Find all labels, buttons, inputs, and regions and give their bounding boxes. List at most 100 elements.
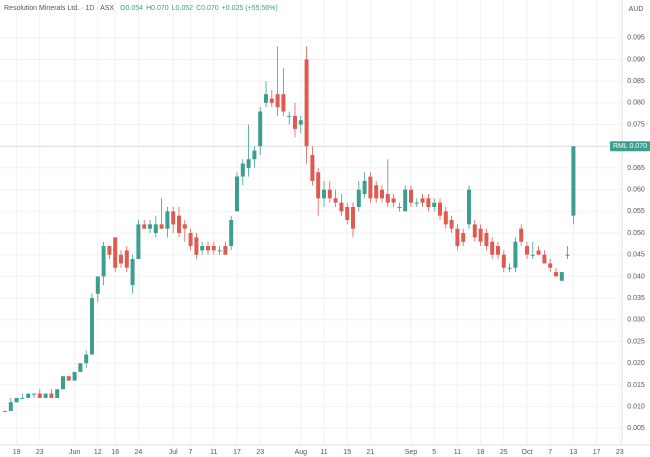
candle-body (385, 193, 390, 203)
y-tick-label: 0.075 (627, 121, 645, 128)
candle-body (32, 393, 36, 395)
x-tick-label: 25 (500, 449, 508, 456)
y-tick-label: 0.055 (627, 208, 645, 215)
candle-body (507, 267, 512, 269)
y-tick-label: 0.030 (627, 317, 645, 324)
candle-body (188, 233, 193, 247)
candle-body (269, 98, 274, 103)
candle-body (304, 59, 309, 147)
x-tick-label: 11 (454, 449, 461, 456)
candle-body (55, 389, 60, 398)
candle-body (554, 272, 558, 277)
candle-body (3, 410, 7, 412)
candle-body (391, 198, 396, 203)
candle-body (107, 246, 112, 255)
candle-body (275, 94, 280, 108)
candle-body (472, 224, 477, 238)
candle-body (490, 241, 495, 255)
candle-body (293, 115, 297, 129)
candle-body (345, 206, 350, 221)
x-tick-label: 18 (477, 449, 485, 456)
candle-body (136, 224, 141, 260)
x-tick-label: 7 (548, 449, 552, 456)
x-tick-label: 12 (94, 449, 102, 456)
grid (0, 0, 622, 445)
y-tick-label: 0.050 (627, 230, 645, 237)
candle-body (14, 397, 19, 403)
candle-body (211, 246, 216, 251)
candle-body (380, 189, 384, 199)
candle-body (409, 189, 413, 203)
candle-body (426, 198, 431, 207)
candle-body (548, 263, 553, 268)
labels: Resolution Minerals Ltd. · 1D · ASX AUD … (4, 5, 650, 456)
price-tag-label: 0.070 (629, 143, 647, 150)
candle-body (461, 233, 466, 242)
candle-body (229, 220, 234, 247)
y-tick-label: 0.015 (627, 382, 645, 389)
x-tick-label: 13 (570, 449, 578, 456)
candle-body (536, 250, 541, 255)
candle-body (26, 393, 31, 398)
x-tick-label: 11 (320, 449, 327, 456)
x-tick-label: Sep (405, 449, 418, 456)
x-tick-label: 7 (189, 449, 193, 456)
candle-body (449, 220, 454, 229)
price-tag-name: RML (613, 143, 628, 150)
candle-body (362, 180, 367, 194)
y-tick-label: 0.020 (627, 360, 645, 367)
y-tick-label: 0.090 (627, 56, 645, 63)
candle-body (397, 206, 402, 208)
candle-body (513, 241, 518, 268)
candle-body (165, 211, 170, 229)
candle-body (49, 393, 54, 398)
candle-body (90, 298, 94, 355)
candle-body (455, 228, 460, 247)
y-tick-label: 0.035 (627, 295, 645, 302)
y-tick-label: 0.045 (627, 252, 645, 259)
x-tick-label: Oct (522, 449, 533, 456)
candle-body (223, 246, 228, 255)
candle-body (530, 254, 535, 256)
candle-body (316, 172, 321, 199)
candle-body (310, 154, 315, 181)
x-tick-label: 24 (135, 449, 143, 456)
x-tick-label: 23 (256, 449, 264, 456)
candle-body (571, 146, 576, 216)
chart-title: Resolution Minerals Ltd. · 1D · ASX (4, 5, 114, 12)
candle-body (177, 215, 181, 234)
candle-body (72, 371, 77, 381)
x-tick-label: 15 (343, 449, 351, 456)
candle-body (130, 259, 135, 286)
candle-body (84, 354, 89, 364)
candle-body (287, 115, 292, 117)
candle-body (403, 189, 408, 212)
x-tick-label: 16 (111, 449, 119, 456)
candle-body (159, 224, 164, 229)
ohlc-value: O0.054 (120, 5, 143, 12)
x-tick-label: 17 (233, 449, 241, 456)
ohlc-value: C0.070 (196, 5, 219, 12)
candle-body (153, 224, 158, 234)
candle-body (322, 189, 326, 199)
candle-body (432, 202, 437, 207)
candle-body (333, 198, 338, 203)
y-tick-label: 0.080 (627, 100, 645, 107)
candle-body (240, 163, 245, 177)
x-tick-label: 23 (616, 449, 624, 456)
candle-body (519, 228, 524, 242)
y-tick-label: 0.005 (627, 425, 645, 432)
candle-body (351, 206, 355, 229)
candle-body (478, 228, 483, 242)
candle-body (356, 189, 361, 207)
ohlc-value: H0.070 (146, 5, 169, 12)
x-tick-label: 5 (432, 449, 436, 456)
candle-body (43, 393, 48, 398)
candle-body (235, 176, 239, 212)
x-tick-label: 21 (367, 449, 375, 456)
candle-body (194, 237, 199, 255)
candle-body (78, 363, 83, 372)
candle-body (142, 224, 147, 229)
